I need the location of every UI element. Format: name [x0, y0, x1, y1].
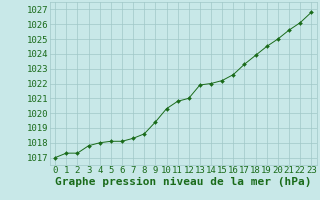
X-axis label: Graphe pression niveau de la mer (hPa): Graphe pression niveau de la mer (hPa) — [55, 177, 311, 187]
